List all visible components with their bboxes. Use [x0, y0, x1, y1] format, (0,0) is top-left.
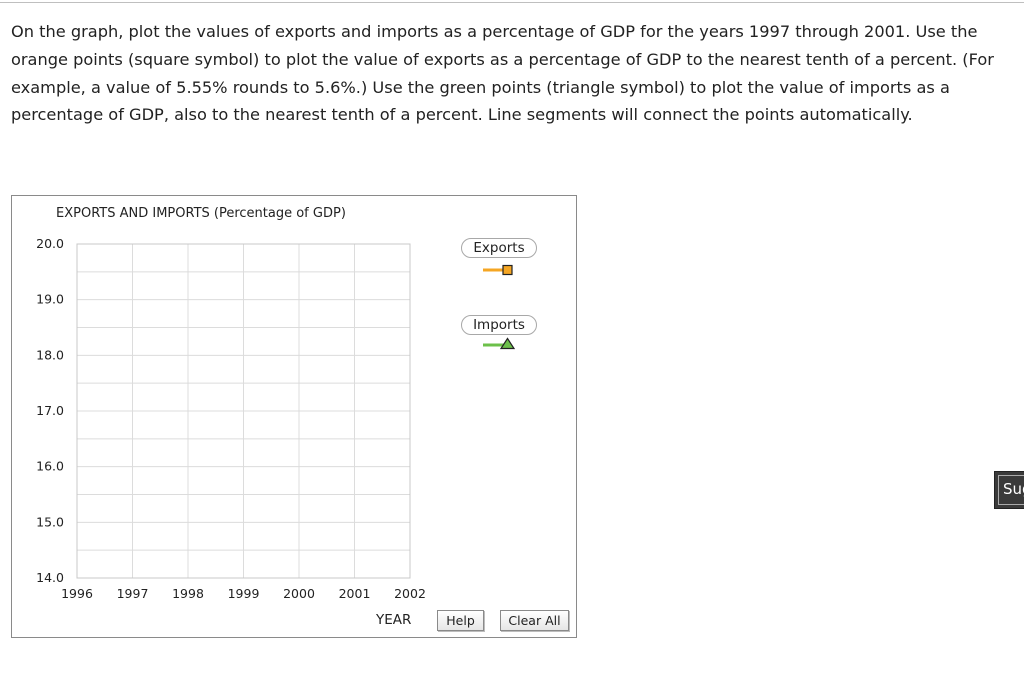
y-tick-label: 17.0	[36, 403, 64, 418]
y-tick-label: 19.0	[36, 292, 64, 307]
imports-triangle-icon[interactable]	[483, 336, 517, 350]
question-instructions: On the graph, plot the values of exports…	[11, 22, 994, 125]
y-tick-label: 16.0	[36, 459, 64, 474]
chart-title: EXPORTS AND IMPORTS (Percentage of GDP)	[56, 206, 346, 221]
x-tick-label: 2000	[283, 586, 315, 601]
x-tick-label: 1996	[61, 586, 93, 601]
y-tick-label: 15.0	[36, 514, 64, 529]
y-tick-label: 20.0	[36, 236, 64, 251]
graph-panel: 14.0 15.0 16.0 17.0 18.0 19.0 20.0 1996 1997 1998…	[11, 195, 577, 638]
y-tick-label: 14.0	[36, 570, 64, 585]
plot-border	[76, 243, 411, 579]
x-tick-label: 2002	[394, 586, 426, 601]
top-divider	[0, 2, 1024, 3]
submit-button-label: Sug	[1003, 480, 1024, 498]
submit-button-border	[998, 475, 1024, 505]
x-tick-label: 1998	[172, 586, 204, 601]
clear-all-button[interactable]: Clear All	[500, 610, 569, 631]
help-button[interactable]: Help	[437, 610, 484, 631]
submit-button[interactable]: Sug	[994, 471, 1024, 509]
x-tick-label: 2001	[339, 586, 371, 601]
exports-legend-button[interactable]: Exports	[461, 238, 537, 258]
exports-square-icon[interactable]	[483, 263, 515, 277]
x-tick-label: 1999	[228, 586, 260, 601]
x-axis-title: YEAR	[376, 612, 412, 628]
y-tick-label: 18.0	[36, 347, 64, 362]
chart-area[interactable]: 14.0 15.0 16.0 17.0 18.0 19.0 20.0 1996 1997 1998…	[12, 196, 578, 639]
x-tick-label: 1997	[117, 586, 149, 601]
imports-legend-button[interactable]: Imports	[461, 315, 537, 335]
